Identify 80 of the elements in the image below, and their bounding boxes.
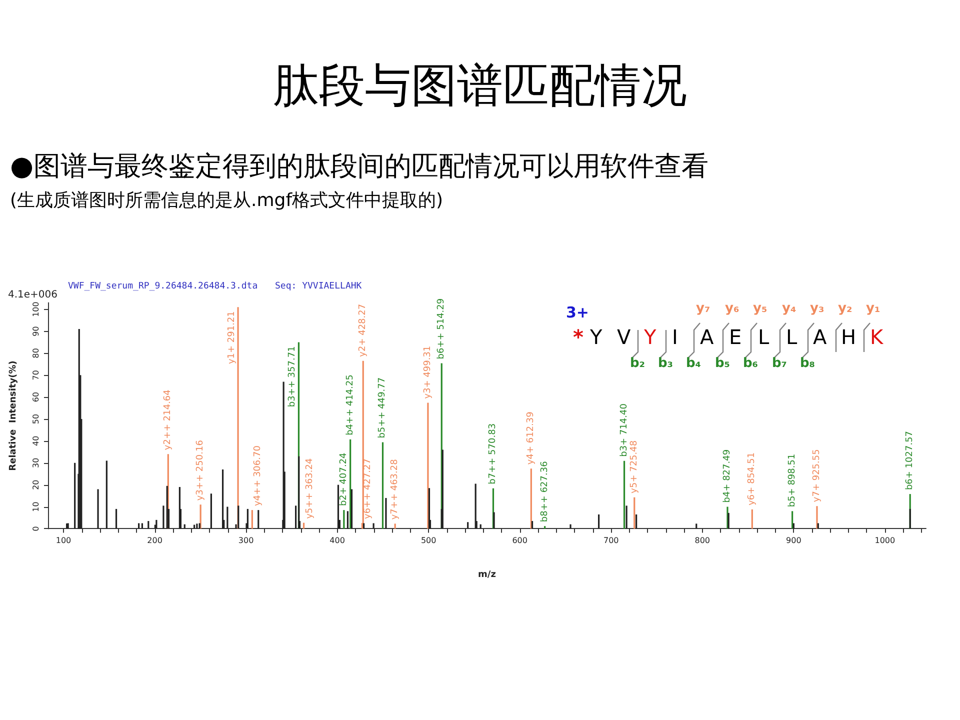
data-label: y7++ 463.28	[390, 458, 400, 520]
chart-title: 肽段与图谱匹配情况	[272, 57, 688, 114]
y-tick-label: 50	[32, 414, 40, 424]
annotation: y₂	[838, 301, 852, 316]
annotation: y₁	[866, 301, 880, 316]
text: (生成质谱图时所需信息的是从.mgf格式文件中提取的)	[10, 189, 444, 212]
x-tick-label: 400	[330, 536, 345, 546]
text: 4.1e+006	[8, 290, 58, 300]
annotation: I	[672, 325, 678, 349]
annotation: Y	[589, 325, 603, 349]
x-tick-label: 600	[512, 536, 528, 546]
y-tick-label: 60	[32, 392, 40, 402]
x-tick-label: 200	[147, 536, 162, 546]
data-label: y6+ 854.51	[747, 452, 758, 506]
data-label: y5++ 363.24	[304, 458, 315, 519]
annotation: y₄	[782, 301, 796, 316]
annotation: Y	[643, 325, 657, 349]
annotation: V	[617, 325, 631, 349]
x-tick-label: 300	[238, 536, 254, 546]
y-tick-label: 20	[32, 480, 40, 490]
data-label: y4++ 306.70	[253, 445, 264, 506]
annotation: A	[700, 325, 714, 349]
data-label: b3++ 357.71	[288, 346, 298, 408]
annotation: b₆	[743, 356, 758, 371]
data-label: b8++ 627.36	[540, 460, 550, 522]
x-tick-label: 900	[786, 536, 802, 546]
annotation: K	[870, 325, 884, 349]
annotation: b₄	[686, 356, 702, 371]
y-tick-label: 100	[32, 302, 40, 317]
annotation: A	[813, 325, 827, 349]
y-tick-label: 70	[32, 370, 40, 380]
text: Seq: YVVIAELLAHK	[275, 282, 362, 292]
y-tick-label: 90	[32, 326, 40, 336]
annotation: y₃	[810, 301, 824, 316]
annotation: 3+	[566, 304, 590, 322]
data-label: b2+ 407.24	[338, 452, 349, 506]
y-tick-label: 0	[32, 526, 40, 532]
data-label: b6+ 1027.57	[905, 430, 916, 490]
y-tick-label: 30	[32, 458, 40, 468]
data-label: b5++ 449.77	[378, 377, 388, 438]
y-tick-label: 80	[32, 348, 40, 358]
x-tick-label: 1000	[874, 536, 896, 546]
data-label: y4+ 612.39	[526, 411, 536, 465]
data-label: b6++ 514.29	[436, 298, 447, 360]
y-axis-title: Relative Intensity(%)	[8, 360, 18, 471]
data-label: y3+ 499.31	[422, 346, 433, 399]
data-label: b5+ 898.51	[787, 454, 798, 508]
annotation: y₆	[725, 301, 740, 316]
annotation: *	[573, 325, 584, 349]
annotation: H	[841, 325, 856, 349]
data-label: y3++ 250.16	[196, 440, 206, 501]
text: VWF_FW_serum_RP_9.26484.26484.3.dta	[68, 282, 258, 292]
annotation: b₇	[772, 356, 787, 371]
data-label: b4+ 827.49	[722, 449, 732, 503]
annotation: L	[758, 325, 770, 349]
x-tick-label: 500	[420, 536, 436, 546]
x-tick-label: 800	[694, 536, 710, 546]
annotation: L	[786, 325, 798, 349]
annotation: E	[729, 325, 742, 349]
annotation: b₃	[658, 356, 673, 371]
chart-subtitle: ●图谱与最终鉴定得到的肽段间的匹配情况可以用软件查看	[10, 150, 709, 184]
data-label: y2+ 428.27	[358, 304, 368, 357]
annotation: b₅	[715, 356, 730, 371]
data-label: b4++ 414.25	[345, 374, 356, 436]
data-label: y1+ 291.21	[227, 311, 238, 364]
annotation: b₈	[800, 356, 816, 371]
data-label: y5+ 725.48	[629, 440, 640, 494]
x-tick-label: 700	[603, 536, 619, 546]
annotation: b₂	[630, 356, 645, 371]
y-tick-label: 10	[32, 502, 40, 512]
data-label: b7++ 570.83	[488, 423, 498, 484]
data-label: y2++ 214.64	[163, 389, 174, 450]
annotation: y₅	[753, 301, 768, 316]
data-label: y6++ 427.27	[363, 458, 374, 519]
annotation: y₇	[696, 301, 710, 316]
x-tick-label: 100	[56, 536, 72, 546]
data-label: b3+ 714.40	[619, 403, 630, 457]
x-axis-title: m/z	[478, 570, 496, 580]
y-tick-label: 40	[32, 436, 40, 446]
data-label: y7+ 925.55	[812, 449, 822, 502]
